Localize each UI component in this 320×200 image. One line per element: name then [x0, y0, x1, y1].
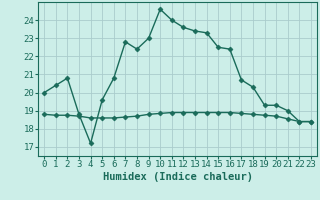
X-axis label: Humidex (Indice chaleur): Humidex (Indice chaleur) — [103, 172, 252, 182]
